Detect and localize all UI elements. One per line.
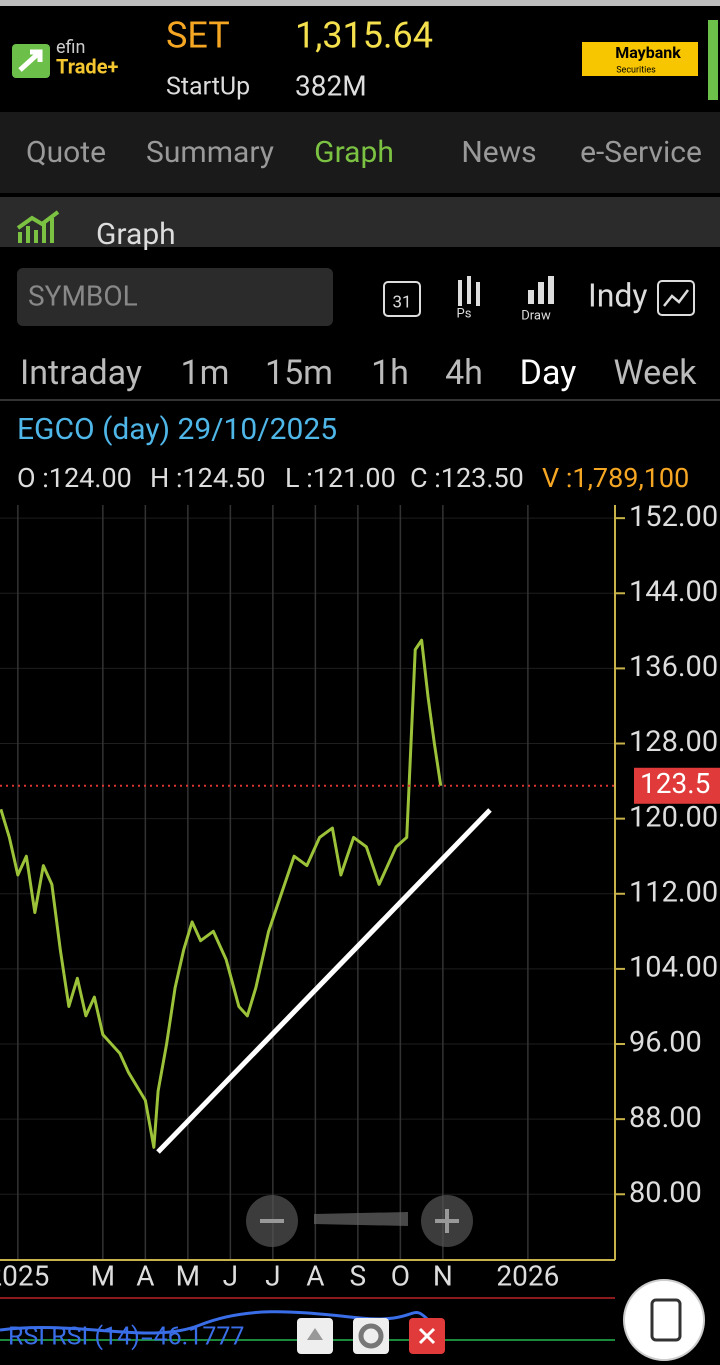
calendar-day: 31 bbox=[392, 292, 411, 312]
section-title: Graph bbox=[96, 217, 176, 252]
x-tick-label: J bbox=[223, 1259, 238, 1292]
ohlc-value: H :124.50 bbox=[150, 462, 266, 494]
brand-bottom: Trade+ bbox=[56, 54, 118, 78]
ohlc-value: O :124.00 bbox=[17, 462, 132, 494]
side-indicator bbox=[708, 20, 718, 100]
rsi-settings-icon bbox=[358, 1323, 384, 1349]
market-name: StartUp bbox=[166, 73, 250, 102]
x-tick-label: A bbox=[306, 1259, 324, 1292]
tab[interactable]: Graph bbox=[314, 135, 394, 170]
rotate-button[interactable] bbox=[623, 1279, 705, 1361]
ohlc-value: C :123.50 bbox=[410, 462, 524, 494]
y-tick-label: 136.00 bbox=[629, 650, 718, 684]
market-value: 382M bbox=[295, 69, 367, 102]
broker-name: Maybank bbox=[615, 43, 681, 62]
index-name: SET bbox=[166, 15, 230, 57]
x-tick-label: O bbox=[391, 1259, 410, 1292]
x-tick-label: 2025 bbox=[0, 1259, 49, 1292]
draw: Draw bbox=[521, 308, 551, 323]
y-tick-label: 88.00 bbox=[629, 1101, 702, 1135]
section-header bbox=[0, 197, 720, 247]
x-tick-label: J bbox=[265, 1259, 280, 1292]
rsi-line bbox=[0, 1310, 432, 1335]
rsi-close-icon bbox=[418, 1327, 436, 1345]
y-tick-label: 96.00 bbox=[629, 1026, 702, 1060]
volume-value: V :1,789,100 bbox=[542, 462, 689, 494]
rsi-label: RSI RSI (14)=46.1777 bbox=[8, 1323, 244, 1352]
y-tick-label: 80.00 bbox=[629, 1176, 702, 1210]
price-style-icon[interactable] bbox=[458, 276, 480, 306]
zoom-in-icon bbox=[435, 1209, 459, 1233]
period-tab[interactable]: Day bbox=[520, 353, 577, 393]
indicator[interactable]: Indy bbox=[588, 276, 648, 314]
x-tick-label: 2026 bbox=[496, 1259, 559, 1292]
logo-arrow bbox=[18, 49, 43, 72]
y-tick-label: 144.00 bbox=[629, 575, 718, 609]
price-line bbox=[0, 638, 443, 1149]
x-tick-label: M bbox=[91, 1259, 115, 1292]
symbol-input[interactable] bbox=[17, 268, 333, 326]
status-bar bbox=[0, 0, 720, 6]
period-tab[interactable]: 15m bbox=[265, 353, 333, 393]
period-tab[interactable]: 1h bbox=[371, 353, 409, 393]
trend-line bbox=[156, 808, 492, 1154]
symbol-placeholder: SYMBOL bbox=[28, 279, 138, 312]
indicator-icon-line bbox=[663, 289, 689, 307]
section-icon bbox=[16, 210, 60, 243]
indicator-icon[interactable] bbox=[657, 280, 695, 316]
period-tab[interactable]: 4h bbox=[445, 353, 483, 393]
draw-icon[interactable] bbox=[528, 276, 554, 304]
period-tab[interactable]: Week bbox=[614, 353, 698, 393]
broker-sub: Securities bbox=[616, 65, 656, 75]
y-tick-label: 120.00 bbox=[629, 800, 718, 834]
y-tick-label: 152.00 bbox=[629, 500, 718, 534]
rotate-icon bbox=[650, 1298, 682, 1342]
zoom-slider[interactable] bbox=[314, 1212, 408, 1226]
x-tick-label: M bbox=[176, 1259, 200, 1292]
y-tick-label: 128.00 bbox=[629, 725, 718, 759]
calendar-icon[interactable] bbox=[383, 281, 421, 317]
period-tab[interactable]: Intraday bbox=[20, 353, 142, 393]
x-tick-label: N bbox=[433, 1259, 453, 1292]
rsi-settings-button[interactable] bbox=[353, 1318, 389, 1354]
period-tab[interactable]: 1m bbox=[181, 353, 230, 393]
y-tick-label: 112.00 bbox=[629, 875, 718, 909]
x-tick-label: A bbox=[136, 1259, 154, 1292]
last-price-box bbox=[634, 767, 720, 804]
brand-top: efin bbox=[56, 37, 85, 58]
price-style: Ps bbox=[457, 306, 472, 321]
tab[interactable]: Quote bbox=[26, 135, 106, 170]
tab[interactable]: e-Service bbox=[580, 135, 702, 170]
tab[interactable]: News bbox=[461, 135, 536, 170]
tab-bar bbox=[0, 112, 720, 193]
ohlc-value: L :121.00 bbox=[285, 462, 396, 494]
index-value: 1,315.64 bbox=[295, 15, 433, 57]
tab[interactable]: Summary bbox=[146, 135, 274, 170]
broker-logo bbox=[582, 42, 698, 76]
last-price-label: 123.5 bbox=[640, 767, 710, 800]
rsi-up-icon bbox=[307, 1328, 323, 1340]
y-tick-label: 104.00 bbox=[629, 951, 718, 985]
info-title: EGCO (day) 29/10/2025 bbox=[17, 412, 337, 447]
x-tick-label: S bbox=[350, 1259, 367, 1292]
